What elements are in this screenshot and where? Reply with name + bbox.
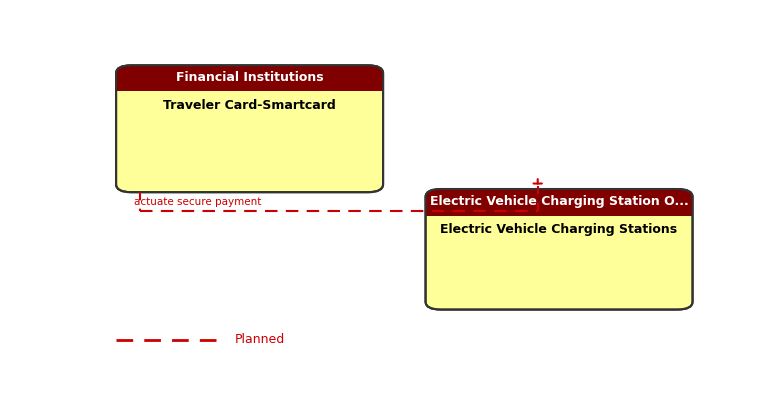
Text: actuate secure payment: actuate secure payment [135,197,262,207]
Text: Planned: Planned [234,333,285,346]
FancyBboxPatch shape [116,65,383,192]
FancyBboxPatch shape [116,65,383,91]
Text: Electric Vehicle Charging Stations: Electric Vehicle Charging Stations [441,223,677,236]
Bar [116,77,383,91]
FancyBboxPatch shape [426,189,693,215]
Bar [426,201,693,215]
FancyBboxPatch shape [426,189,693,309]
Text: Financial Institutions: Financial Institutions [175,71,323,84]
Text: Traveler Card-Smartcard: Traveler Card-Smartcard [163,98,336,112]
Text: Electric Vehicle Charging Station O...: Electric Vehicle Charging Station O... [430,195,688,208]
